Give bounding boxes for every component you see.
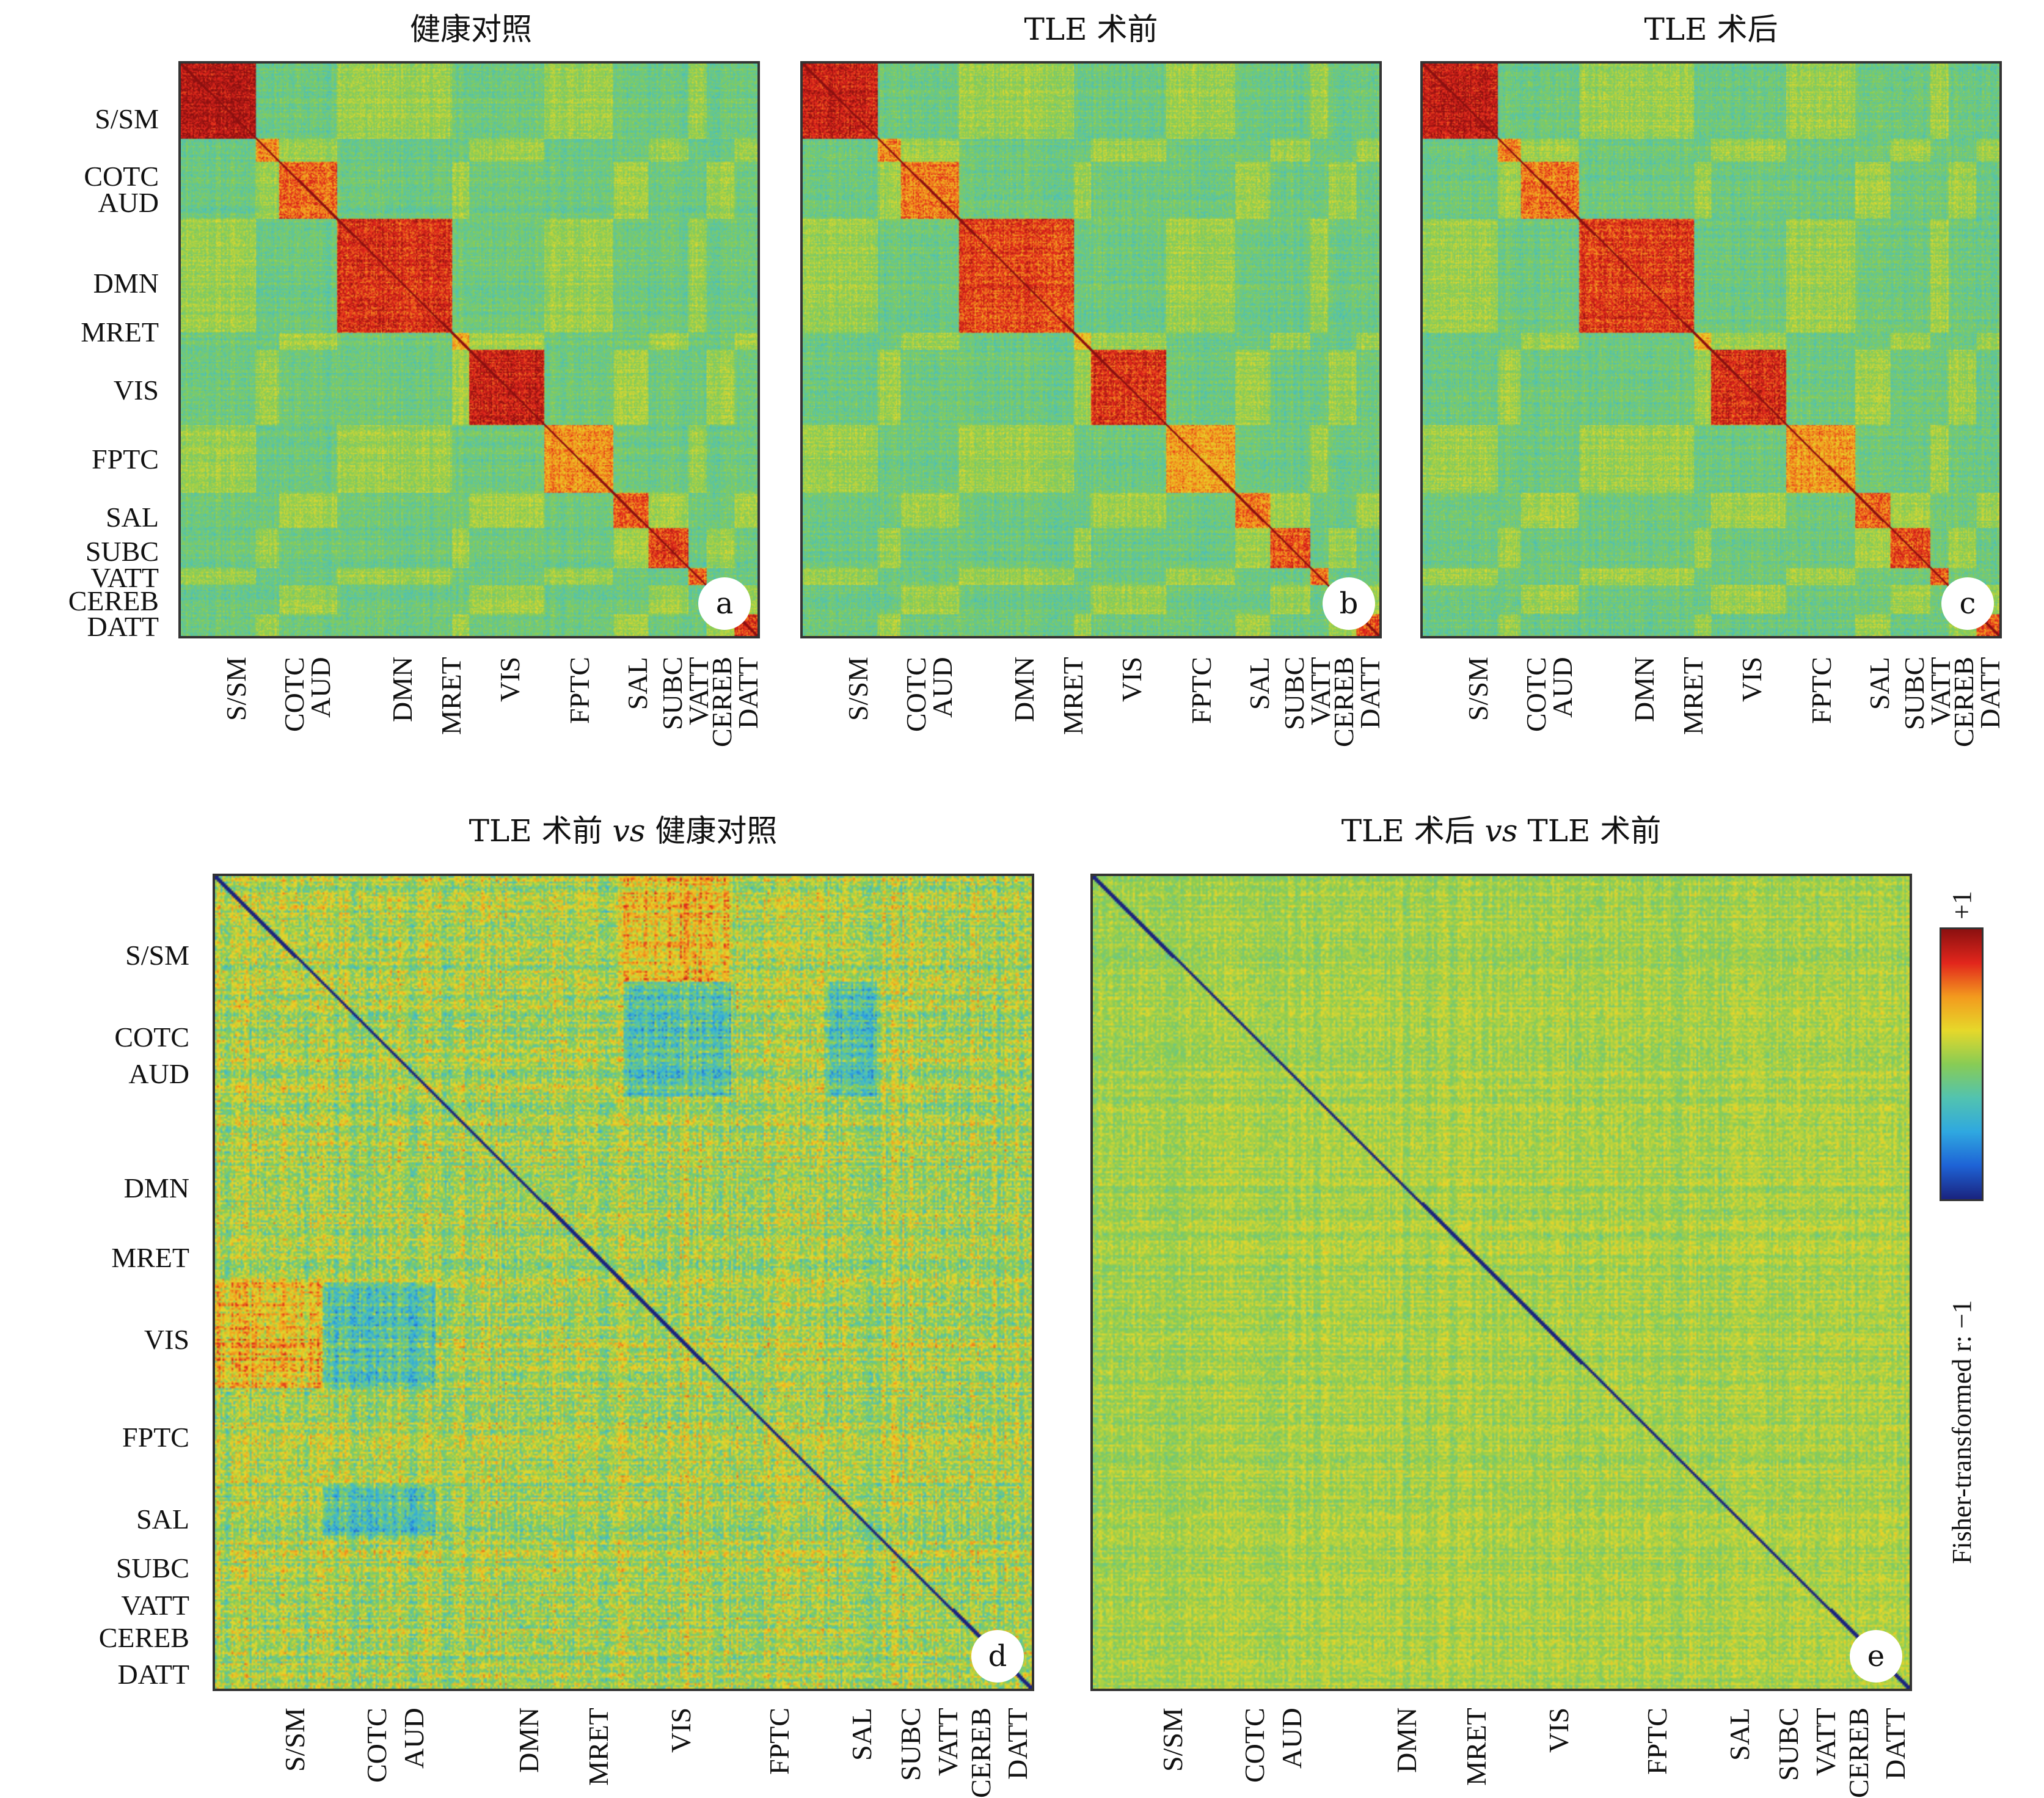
- colorbar: [1940, 927, 1984, 1201]
- panel-c-xlabel-dmn: DMN: [1628, 656, 1660, 722]
- panel-a-ylabel-fptc: FPTC: [92, 444, 159, 475]
- panel-e-xlabel-fptc: FPTC: [1641, 1708, 1673, 1775]
- panel-c-xlabel-aud: AUD: [1547, 657, 1579, 718]
- panel-b-heatmap: [800, 61, 1382, 638]
- panel-d-xlabel-vatt: VATT: [932, 1708, 963, 1776]
- panel-e-badge: e: [1850, 1630, 1902, 1683]
- panel-d-ylabel-vis: VIS: [144, 1323, 189, 1355]
- panel-a-xlabel-s-sm: S/SM: [221, 657, 252, 721]
- panel-e-xlabel-datt: DATT: [1880, 1708, 1911, 1780]
- panel-d-xlabel-cereb: CEREB: [965, 1707, 996, 1798]
- panel-d-ylabels: S/SM COTC AUD DMN MRET VIS FPTC SAL SUBC VATT CERE…: [12, 874, 189, 1691]
- panel-a-ylabel-s-sm: S/SM: [95, 103, 159, 134]
- panel-c-xlabel-datt: DATT: [1974, 657, 2006, 729]
- panel-e-xlabel-aud: AUD: [1276, 1708, 1307, 1769]
- panel-e-heatmap: [1090, 874, 1912, 1691]
- panel-e-xlabel-sal: SAL: [1723, 1708, 1755, 1761]
- panel-a-ylabel-datt: DATT: [87, 611, 159, 643]
- panel-b-xlabel-fptc: FPTC: [1185, 657, 1217, 724]
- panel-d-xlabel-subc: SUBC: [895, 1707, 927, 1781]
- panel-d-ylabel-vatt: VATT: [121, 1589, 189, 1621]
- panel-d-title: TLE 术前 vs 健康对照: [469, 813, 778, 849]
- panel-d-ylabel-cereb: CEREB: [98, 1622, 189, 1654]
- panel-d-ylabel-subc: SUBC: [115, 1552, 189, 1584]
- panel-a-ylabel-cotc: COTC: [84, 161, 159, 192]
- panel-a-badge: a: [698, 577, 751, 630]
- panel-c-xlabels: S/SM COTC AUD DMN MRET VIS FPTC SAL SUBC VATT CERE…: [1420, 656, 2006, 779]
- panel-a-title: 健康对照: [410, 12, 532, 47]
- panel-d-ylabel-s-sm: S/SM: [125, 939, 189, 971]
- panel-a-ylabels: S/SM COTC AUD DMN MRET VIS FPTC SAL SUBC VATT CERE…: [12, 61, 159, 643]
- panel-d-xlabel-fptc: FPTC: [764, 1708, 795, 1775]
- panel-d-xlabel-cotc: COTC: [361, 1708, 392, 1783]
- panel-d-ylabel-cotc: COTC: [114, 1021, 189, 1053]
- panel-c-badge: c: [1941, 577, 1994, 630]
- panel-d-xlabel-vis: VIS: [665, 1707, 696, 1753]
- panel-d-xlabels: S/SM COTC AUD DMN MRET VIS FPTC SAL SUBC VATT CERE…: [213, 1707, 1034, 1798]
- panel-a-xlabel-aud: AUD: [305, 657, 337, 718]
- panel-d-xlabel-sal: SAL: [845, 1708, 877, 1761]
- colorbar-max-label: +1: [1947, 891, 1977, 919]
- panel-c-title: TLE 术后: [1644, 12, 1778, 47]
- colorbar-label: Fisher-transformed r: −1: [1947, 1299, 1977, 1564]
- panel-d-badge: d: [971, 1630, 1024, 1683]
- panel-a-xlabel-datt: DATT: [732, 657, 764, 729]
- panel-e-xlabel-s-sm: S/SM: [1156, 1708, 1188, 1772]
- panel-a-xlabels: S/SM COTC AUD DMN MRET VIS FPTC SAL SUBC VATT CERE…: [178, 656, 764, 779]
- panel-c-xlabel-vis: VIS: [1736, 656, 1767, 702]
- panel-d-ylabel-dmn: DMN: [123, 1172, 189, 1204]
- panel-c-xlabel-s-sm: S/SM: [1462, 657, 1494, 721]
- panel-c-xlabel-mret: MRET: [1677, 657, 1709, 735]
- panel-e-xlabel-vis: VIS: [1542, 1707, 1574, 1753]
- panel-d-xlabel-datt: DATT: [1002, 1708, 1034, 1780]
- panel-a-ylabel-cereb: CEREB: [68, 585, 159, 616]
- panel-a-ylabel-dmn: DMN: [93, 267, 159, 299]
- panel-b-xlabels: S/SM COTC AUD DMN MRET VIS FPTC SAL SUBC VATT CERE…: [800, 656, 1385, 779]
- panel-e-title: TLE 术后 vs TLE 术前: [1341, 813, 1662, 849]
- panel-b-xlabel-s-sm: S/SM: [842, 657, 874, 721]
- panel-d-ylabel-sal: SAL: [136, 1504, 189, 1535]
- panel-a-ylabel-sal: SAL: [106, 501, 159, 533]
- panel-a-ylabel-vis: VIS: [113, 374, 159, 406]
- panel-e-xlabels: S/SM COTC AUD DMN MRET VIS FPTC SAL SUBC VATT CERE…: [1090, 1707, 1912, 1798]
- panel-e-xlabel-dmn: DMN: [1390, 1707, 1422, 1773]
- panel-d-ylabel-fptc: FPTC: [122, 1422, 189, 1453]
- panel-d-xlabel-s-sm: S/SM: [279, 1708, 310, 1772]
- panel-d-xlabel-dmn: DMN: [513, 1707, 544, 1773]
- panel-d-ylabel-datt: DATT: [117, 1659, 189, 1690]
- panel-e-xlabel-vatt: VATT: [1809, 1708, 1841, 1776]
- panel-b-xlabel-aud: AUD: [927, 657, 958, 718]
- panel-e-xlabel-mret: MRET: [1461, 1708, 1492, 1786]
- panel-c-xlabel-sal: SAL: [1864, 657, 1896, 710]
- panel-e-xlabel-subc: SUBC: [1773, 1707, 1805, 1781]
- panel-b-xlabel-datt: DATT: [1354, 657, 1385, 729]
- panel-b-xlabel-vis: VIS: [1115, 656, 1147, 702]
- panel-a-xlabel-sal: SAL: [622, 657, 654, 710]
- panel-a-ylabel-mret: MRET: [81, 316, 159, 348]
- panel-d-ylabel-mret: MRET: [111, 1241, 189, 1273]
- panel-e-xlabel-cotc: COTC: [1239, 1708, 1270, 1783]
- panel-a-ylabel-subc: SUBC: [85, 536, 159, 568]
- panel-b-badge: b: [1323, 577, 1375, 630]
- panel-b-xlabel-dmn: DMN: [1008, 656, 1040, 722]
- panel-b-xlabel-sal: SAL: [1244, 657, 1276, 710]
- panel-d-heatmap: [213, 874, 1034, 1691]
- panel-a-heatmap: [178, 61, 760, 638]
- panel-a-ylabel-aud: AUD: [98, 186, 159, 218]
- panel-c-xlabel-fptc: FPTC: [1805, 657, 1837, 724]
- panel-a-xlabel-fptc: FPTC: [563, 657, 595, 724]
- panel-a-xlabel-vis: VIS: [494, 656, 525, 702]
- panel-e-xlabel-cereb: CEREB: [1842, 1707, 1874, 1798]
- panel-a-xlabel-mret: MRET: [436, 657, 467, 735]
- panel-c-heatmap: [1420, 61, 2002, 638]
- panel-d-xlabel-aud: AUD: [398, 1708, 429, 1769]
- panel-b-xlabel-mret: MRET: [1057, 657, 1089, 735]
- panel-a-ylabel-vatt: VATT: [90, 561, 159, 593]
- panel-d-xlabel-mret: MRET: [583, 1708, 615, 1786]
- panel-d-ylabel-aud: AUD: [128, 1058, 189, 1089]
- panel-a-xlabel-dmn: DMN: [386, 656, 418, 722]
- panel-b-title: TLE 术前: [1024, 12, 1158, 47]
